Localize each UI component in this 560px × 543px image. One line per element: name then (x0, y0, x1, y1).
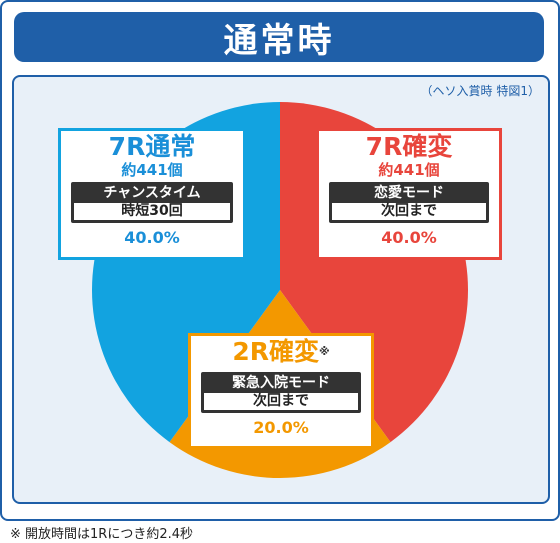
slice-sub: 次回まで (332, 203, 486, 220)
slice-mark: ※ (318, 345, 330, 358)
label-7r-tsujo: 7R通常 約441個 チャンスタイム 時短30回 40.0% (58, 128, 246, 260)
slice-count: 約441個 (378, 161, 440, 179)
slice-name: 7R通常 (108, 132, 196, 161)
title-bar: 通常時 (14, 12, 544, 62)
slice-count: 約441個 (121, 161, 183, 179)
slice-name: 7R確変 (365, 132, 453, 161)
slice-mode: チャンスタイム (103, 185, 201, 201)
mode-box: 緊急入院モード 次回まで (201, 372, 361, 413)
slice-mode: 緊急入院モード (232, 375, 330, 391)
slice-sub: 時短30回 (74, 203, 230, 220)
page-title: 通常時 (223, 20, 335, 61)
slice-percent: 40.0% (124, 228, 180, 247)
label-7r-kakuhen: 7R確変 約441個 恋愛モード 次回まで 40.0% (316, 128, 502, 260)
slice-percent: 20.0% (253, 418, 309, 437)
slice-percent: 40.0% (381, 228, 437, 247)
slice-sub: 次回まで (204, 393, 358, 410)
mode-box: 恋愛モード 次回まで (329, 182, 489, 223)
chart-subnote: （ヘソ入賞時 特図1） (420, 84, 540, 98)
mode-box: チャンスタイム 時短30回 (71, 182, 233, 223)
footnote: ※ 開放時間は1Rにつき約2.4秒 (10, 527, 194, 542)
slice-name: 2R確変 (232, 337, 319, 366)
label-2r-kakuhen: 2R確変※ 緊急入院モード 次回まで 20.0% (188, 333, 374, 449)
slice-mode: 恋愛モード (374, 185, 444, 201)
